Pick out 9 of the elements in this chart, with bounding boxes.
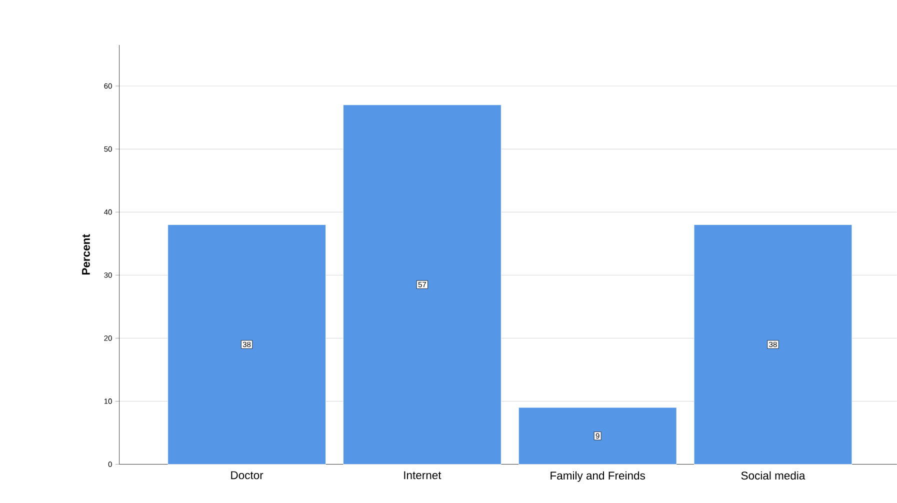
bar <box>518 407 677 465</box>
x-tick-label: Doctor <box>231 471 264 480</box>
x-tick-label: Family and Freinds <box>550 471 646 482</box>
x-tick-label: Social media <box>741 471 806 480</box>
x-tick-label: Internet <box>404 471 442 480</box>
y-axis-title: Percent <box>82 234 90 275</box>
bar <box>343 104 502 465</box>
bar <box>168 224 326 465</box>
bar <box>694 224 852 465</box>
